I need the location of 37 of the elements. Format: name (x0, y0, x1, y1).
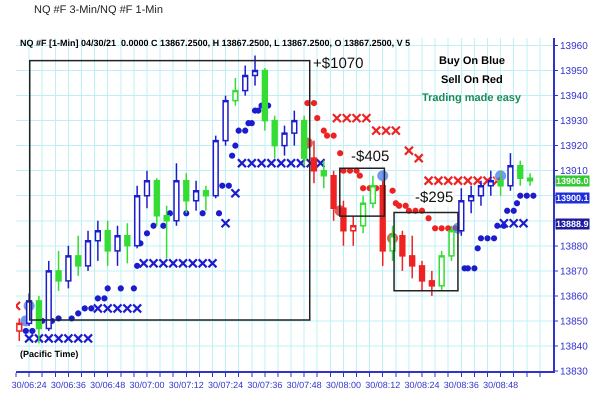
annotation: NQ #F [1-Min] 04/30/21 0.0000 C 13867.2500, H 13867.2500, L 13867.2500, O 13867.2500, V 5 (20, 38, 410, 48)
y-tick-label: 13860 (560, 291, 588, 302)
text: 13906.0 (556, 176, 589, 186)
y-tick-label: 13840 (560, 341, 588, 352)
annotation: +$1070 (313, 55, 364, 72)
y-tick-label: 13920 (560, 141, 588, 152)
y-tick-label: 13870 (560, 266, 588, 278)
text: 13900.1 (556, 193, 589, 203)
annotation: (Pacific Time) (20, 349, 78, 359)
x-tick-label: 30/07:12 (168, 380, 204, 390)
y-tick-label: 13960 (560, 41, 588, 52)
y-tick-label: 13830 (560, 366, 588, 378)
annotation: -$405 (351, 148, 390, 165)
y-tick-label: 13940 (560, 91, 588, 102)
x-tick-label: 30/08:48 (483, 380, 518, 390)
x-tick-label: 30/08:12 (365, 380, 400, 390)
x-tick-label: 30/07:24 (208, 380, 244, 390)
x-tick-label: 30/07:36 (247, 380, 282, 390)
annotation: Buy On Blue (439, 55, 506, 67)
y-tick-label: 13850 (560, 316, 588, 328)
x-tick-label: 30/08:24 (404, 380, 440, 390)
annotation: Sell On Red (441, 74, 503, 86)
annotation: -$295 (415, 189, 454, 206)
x-tick-label: 30/06:36 (50, 380, 86, 390)
x-tick-label: 30/07:48 (286, 380, 322, 390)
y-tick-label: 13950 (560, 66, 588, 78)
x-tick-label: 30/06:48 (90, 380, 126, 390)
x-tick-label: 30/07:00 (129, 380, 165, 390)
y-tick-label: 13880 (560, 241, 588, 252)
text: 13888.9 (556, 219, 589, 229)
chart-subtitle: NQ #F 3-Min/NQ #F 1-Min (34, 4, 163, 16)
x-tick-label: 30/08:36 (444, 380, 479, 390)
x-tick-label: 30/06:24 (12, 380, 47, 390)
x-tick-label: 30/08:00 (326, 380, 361, 390)
y-tick-label: 13910 (560, 166, 588, 178)
y-tick-label: 13930 (560, 116, 588, 128)
annotation: Trading made easy (422, 92, 522, 104)
